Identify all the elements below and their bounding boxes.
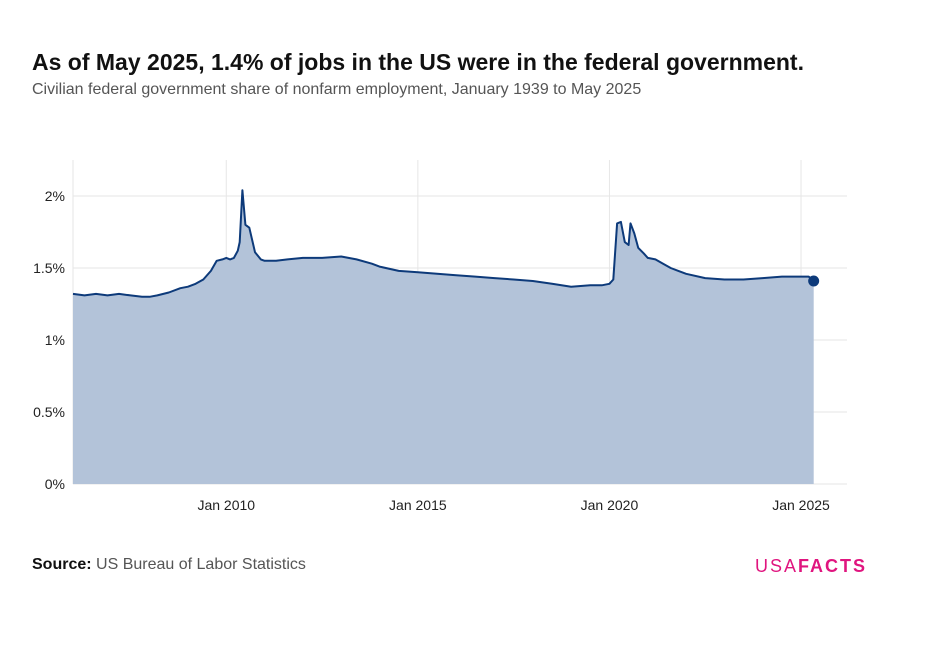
chart-title: As of May 2025, 1.4% of jobs in the US w… [32,49,804,75]
y-tick-label: 1% [45,332,65,348]
series-area [73,190,814,484]
logo-part-facts: FACTS [798,556,868,576]
usafacts-logo: USAFACTS [755,556,867,577]
x-tick-label: Jan 2020 [581,497,639,513]
x-tick-label: Jan 2015 [389,497,447,513]
source-text: US Bureau of Labor Statistics [96,556,306,573]
y-axis-ticks: 0% 0.5% 1% 1.5% 2% [33,188,65,492]
y-tick-label: 0% [45,476,65,492]
y-tick-label: 2% [45,188,65,204]
x-axis-ticks: Jan 2010 Jan 2015 Jan 2020 Jan 2025 [197,497,830,513]
source-label: Source: [32,556,92,573]
logo-part-usa: USA [755,556,799,576]
latest-point-marker [808,275,820,287]
x-tick-label: Jan 2010 [197,497,255,513]
chart-subtitle: Civilian federal government share of non… [32,81,642,98]
series-line [72,189,815,298]
x-tick-label: Jan 2025 [772,497,830,513]
source-note: Source: US Bureau of Labor Statistics [32,556,306,574]
y-tick-label: 0.5% [33,404,65,420]
y-tick-label: 1.5% [33,260,65,276]
